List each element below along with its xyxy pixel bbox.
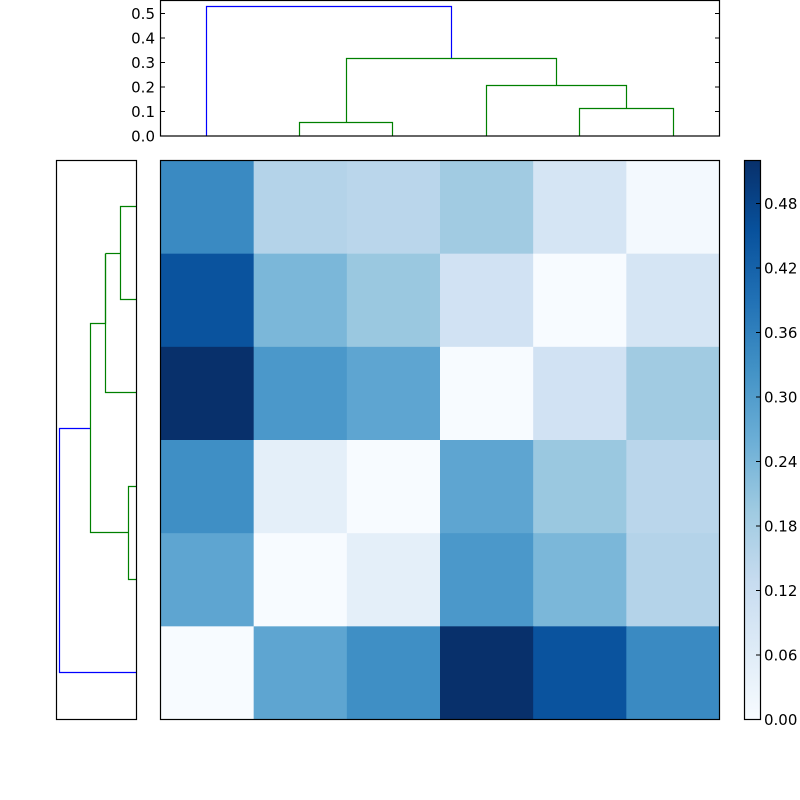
heatmap-cell: [533, 253, 627, 348]
top-dendrogram-y-axis: 0.0 0.1 0.2 0.3 0.4 0.5: [131, 5, 720, 146]
colorbar-tick-label: 0.00: [764, 711, 797, 729]
heatmap-cell: [160, 533, 255, 627]
heatmap-cell: [626, 626, 720, 720]
colorbar-ticks: 0.00 0.06 0.12 0.18 0.24 0.30 0.36 0.42 0.48: [756, 195, 797, 729]
dendrogram-link: [89, 428, 129, 534]
heatmap-cell: [440, 626, 534, 720]
top-dendrogram-tick-label: 0.4: [131, 30, 155, 48]
dendrogram-link: [485, 84, 628, 136]
heatmap-cell: [440, 253, 534, 348]
heatmap-cell: [346, 346, 441, 441]
heatmap-cell: [253, 440, 348, 534]
dendrogram-link: [578, 107, 675, 136]
heatmap-cell: [626, 160, 720, 255]
heatmap-cell: [160, 440, 255, 534]
heatmap-cell: [253, 533, 348, 627]
heatmap-cell: [626, 253, 720, 348]
heatmap-cell: [253, 253, 348, 348]
colorbar-tick-label: 0.12: [764, 582, 797, 600]
heatmap-cell: [346, 626, 441, 720]
heatmap-cell: [346, 440, 441, 534]
dendrogram-link: [205, 5, 453, 136]
heatmap-cell: [533, 346, 627, 441]
top-dendrogram-tick-label: 0.2: [131, 79, 155, 97]
dendrogram-link: [58, 427, 136, 674]
top-dendrogram-tick-label: 0.3: [131, 54, 155, 72]
heatmap-frame: [159, 159, 721, 721]
dendrogram-link: [127, 485, 136, 581]
dendrogram-link: [104, 253, 136, 394]
colorbar-tick-label: 0.48: [764, 195, 797, 213]
colorbar-tick-label: 0.06: [764, 647, 797, 665]
heatmap-cell: [440, 346, 534, 441]
colorbar-tick-label: 0.42: [764, 260, 797, 278]
colorbar-tick-label: 0.36: [764, 324, 797, 342]
heatmap-cell: [533, 160, 627, 255]
heatmap-cell: [533, 440, 627, 534]
dendrogram-link: [345, 57, 558, 123]
heatmap-cell: [533, 626, 627, 720]
heatmap-cell: [160, 160, 255, 255]
heatmap-cells: [160, 160, 720, 720]
colorbar: 0.00 0.06 0.12 0.18 0.24 0.30 0.36 0.42 0.48: [743, 159, 797, 729]
top-dendrogram-tick-label: 0.0: [131, 128, 155, 146]
heatmap-cell: [626, 440, 720, 534]
heatmap-cell: [626, 533, 720, 627]
dendrogram-link: [119, 205, 136, 301]
top-dendrogram-links: [205, 5, 675, 136]
heatmap-cell: [440, 440, 534, 534]
heatmap-cell: [346, 160, 441, 255]
top-dendrogram: 0.0 0.1 0.2 0.3 0.4 0.5: [131, 0, 721, 146]
colorbar-gradient: [743, 159, 762, 721]
colorbar-tick-label: 0.30: [764, 389, 797, 407]
heatmap-cell: [160, 253, 255, 348]
dendrogram-link: [89, 253, 107, 429]
heatmap-cell: [346, 253, 441, 348]
top-dendrogram-frame: [159, 0, 721, 137]
heatmap-cell: [626, 346, 720, 441]
colorbar-tick-label: 0.18: [764, 518, 797, 536]
left-dendrogram: [55, 159, 138, 721]
heatmap-cell: [346, 533, 441, 627]
top-dendrogram-tick-label: 0.1: [131, 103, 155, 121]
heatmap-cell: [440, 533, 534, 627]
dendrogram-link: [298, 121, 394, 136]
heatmap-cell: [160, 626, 255, 720]
heatmap-cell: [160, 346, 255, 441]
left-dendrogram-links: [58, 205, 136, 674]
heatmap-cell: [253, 160, 348, 255]
heatmap-cell: [253, 346, 348, 441]
heatmap-cell: [440, 160, 534, 255]
colorbar-tick-label: 0.24: [764, 453, 797, 471]
heatmap-cell: [253, 626, 348, 720]
left-dendrogram-frame: [55, 159, 138, 721]
heatmap: [159, 159, 721, 721]
top-dendrogram-tick-label: 0.5: [131, 5, 155, 23]
heatmap-cell: [533, 533, 627, 627]
